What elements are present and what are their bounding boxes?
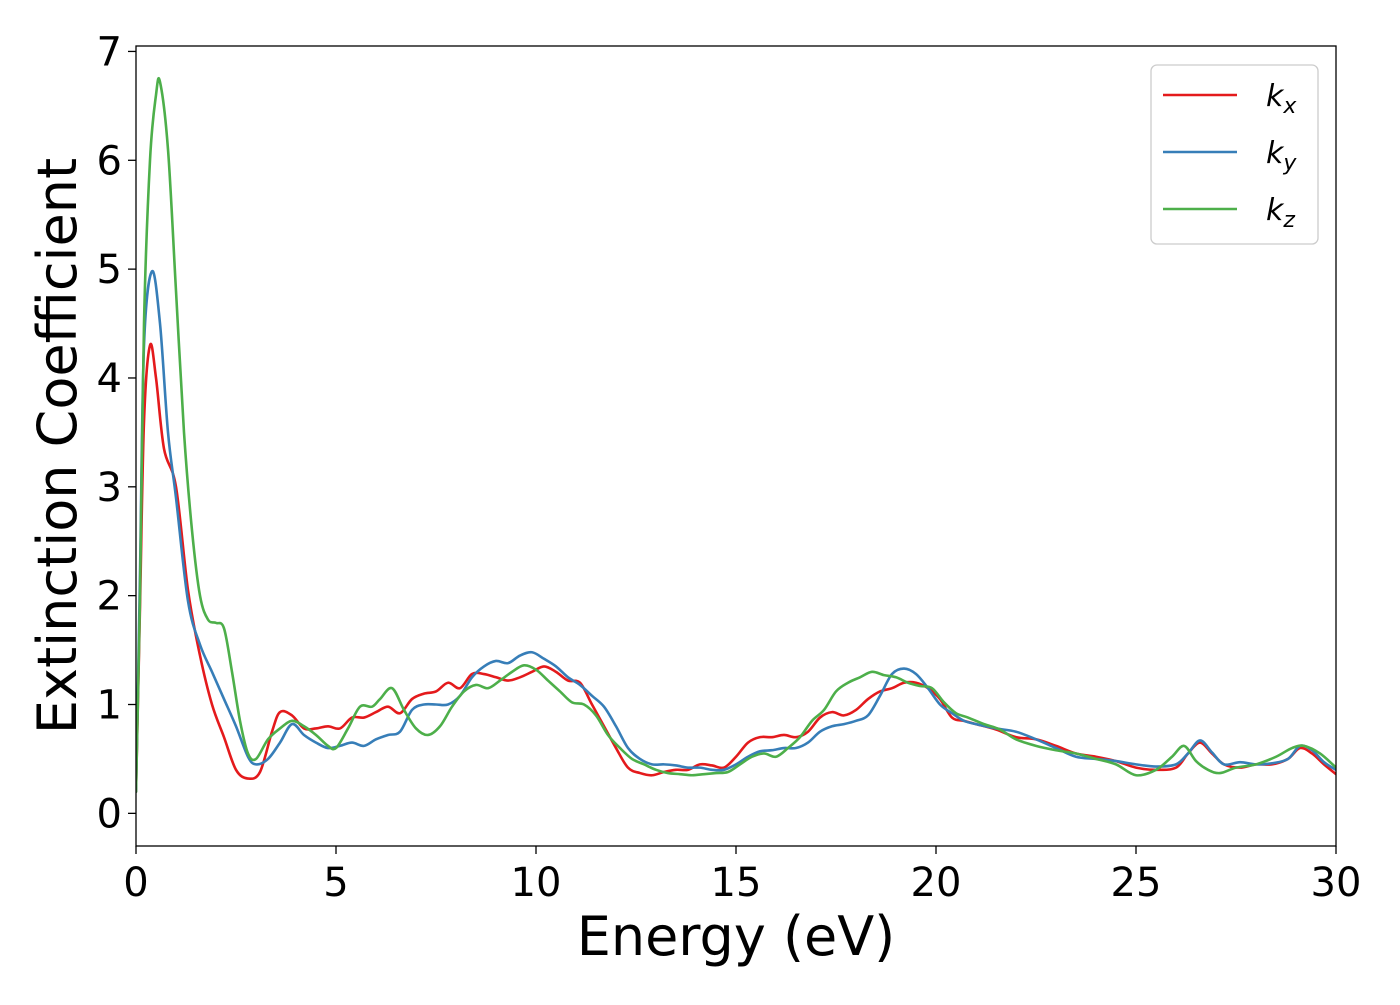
x-axis-title: Energy (eV): [577, 905, 896, 968]
x-axis-ticks: 0 5 10 15 20 25 30: [123, 846, 1361, 906]
legend-frame: [1150, 64, 1319, 245]
plot-lines: [136, 76, 1336, 793]
legend-label-subscript: z: [1282, 208, 1295, 233]
x-tick-label: 5: [323, 860, 348, 906]
legend-label-base: k: [1266, 136, 1285, 171]
legend-label-y: ky: [1266, 136, 1297, 176]
y-axis-title: Extinction Coefficient: [26, 158, 89, 734]
legend-label-x: kx: [1266, 79, 1297, 119]
y-tick-label: 1: [97, 683, 122, 729]
x-tick-label: 15: [711, 860, 762, 906]
x-tick-label: 30: [1311, 860, 1362, 906]
y-tick-label: 6: [97, 138, 122, 184]
series-line-z: [136, 76, 1336, 793]
y-tick-label: 0: [97, 791, 122, 837]
series-line-x: [136, 342, 1336, 793]
legend-label-base: k: [1266, 193, 1285, 228]
y-tick-label: 2: [97, 574, 122, 620]
y-tick-label: 7: [97, 29, 122, 75]
x-tick-label: 0: [123, 860, 148, 906]
legend-label-subscript: y: [1282, 151, 1297, 176]
legend-label-z: kz: [1266, 193, 1295, 233]
y-tick-label: 4: [97, 356, 122, 402]
y-axis-ticks: 0 1 2 3 4 5 6 7: [97, 29, 136, 837]
legend-label-subscript: x: [1282, 94, 1297, 119]
y-tick-label: 5: [97, 247, 122, 293]
x-tick-label: 10: [511, 860, 562, 906]
series-line-y: [136, 269, 1336, 793]
y-tick-label: 3: [97, 465, 122, 511]
legend-label-base: k: [1266, 79, 1285, 114]
x-tick-label: 20: [911, 860, 962, 906]
x-tick-label: 25: [1111, 860, 1162, 906]
